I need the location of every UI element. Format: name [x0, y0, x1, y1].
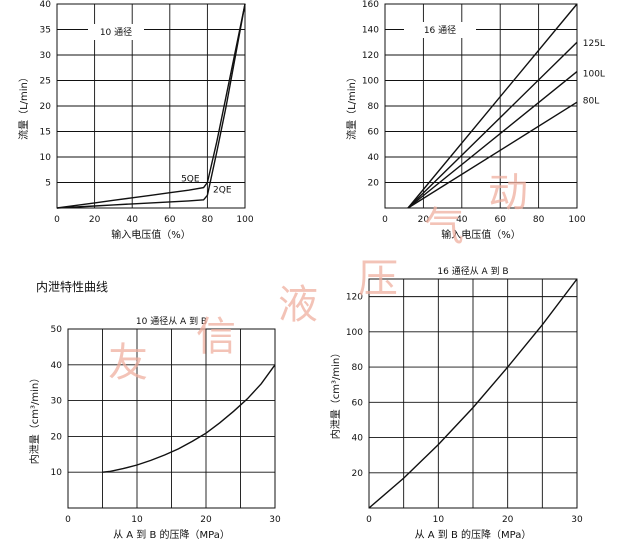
- y-tick-label: 40: [368, 153, 380, 163]
- y-axis-label: 流量（L/min）: [17, 72, 30, 140]
- box-label: 10 通径: [100, 26, 132, 38]
- y-axis-label: 流量（L/min）: [345, 72, 358, 140]
- y-tick-label: 80: [352, 363, 364, 373]
- y-axis-label: 内泄量（cm³/min）: [28, 373, 41, 464]
- y-tick-label: 10: [40, 153, 52, 163]
- y-tick-label: 100: [346, 328, 363, 338]
- x-tick-label: 0: [382, 215, 388, 225]
- x-tick-label: 20: [418, 215, 430, 225]
- y-tick-label: 140: [362, 26, 379, 36]
- y-tick-label: 40: [51, 361, 63, 371]
- x-tick-label: 80: [202, 215, 214, 225]
- box-label: 16 通径: [424, 24, 456, 36]
- section-title: 内泄特性曲线: [36, 280, 109, 294]
- y-tick-label: 30: [51, 397, 63, 407]
- series-line: [407, 101, 578, 209]
- x-tick-label: 30: [571, 515, 583, 525]
- x-axis-label: 从 A 到 B 的压降（MPa）: [415, 528, 532, 541]
- y-tick-label: 120: [362, 51, 379, 61]
- x-tick-label: 80: [533, 215, 545, 225]
- x-tick-label: 10: [433, 515, 445, 525]
- y-tick-label: 60: [352, 398, 364, 408]
- y-tick-label: 60: [368, 128, 380, 138]
- series-line: [407, 41, 578, 209]
- y-tick-label: 35: [40, 26, 51, 36]
- x-tick-label: 40: [126, 215, 138, 225]
- chart-title: 16 通径从 A 到 B: [437, 265, 508, 277]
- series-label: 5QE: [181, 174, 200, 184]
- y-tick-label: 25: [40, 77, 51, 87]
- series-line: [407, 3, 578, 209]
- y-tick-label: 20: [40, 102, 52, 112]
- chart-title: 10 通径从 A 到 B: [136, 315, 207, 327]
- y-tick-label: 20: [368, 179, 380, 189]
- y-tick-label: 20: [51, 432, 63, 442]
- y-axis-label: 内泄量（cm³/min）: [329, 348, 342, 439]
- y-tick-label: 50: [51, 325, 63, 335]
- x-tick-label: 60: [494, 215, 506, 225]
- y-tick-label: 20: [352, 469, 364, 479]
- x-tick-label: 20: [502, 515, 514, 525]
- series-label: 125L: [583, 39, 605, 49]
- series-line: [102, 364, 276, 473]
- x-tick-label: 40: [456, 215, 468, 225]
- x-tick-label: 10: [131, 515, 143, 525]
- y-tick-label: 160: [362, 0, 379, 10]
- x-axis-label: 输入电压值（%）: [441, 228, 521, 241]
- series-line: [368, 278, 578, 509]
- y-tick-label: 40: [352, 434, 364, 444]
- x-axis-label: 从 A 到 B 的压降（MPa）: [113, 528, 230, 541]
- box-label-bg: [404, 22, 476, 38]
- x-tick-label: 100: [568, 215, 585, 225]
- x-tick-label: 0: [65, 515, 71, 525]
- y-tick-label: 40: [40, 0, 52, 10]
- y-tick-label: 80: [368, 102, 380, 112]
- series-label: 80L: [583, 96, 599, 106]
- y-tick-label: 15: [40, 128, 51, 138]
- x-tick-label: 20: [89, 215, 101, 225]
- series-line: [56, 3, 246, 209]
- y-tick-label: 10: [51, 468, 63, 478]
- y-tick-label: 120: [346, 293, 363, 303]
- x-axis-label: 输入电压值（%）: [111, 228, 191, 241]
- series-line: [56, 3, 246, 209]
- y-tick-label: 100: [362, 77, 379, 87]
- series-label: 100L: [583, 70, 605, 80]
- x-tick-label: 100: [236, 215, 253, 225]
- x-tick-label: 0: [54, 215, 60, 225]
- series-label: 2QE: [213, 186, 232, 196]
- box-label-bg: [88, 24, 144, 40]
- x-tick-label: 20: [200, 515, 212, 525]
- y-tick-label: 30: [40, 51, 52, 61]
- x-tick-label: 0: [366, 515, 372, 525]
- x-tick-label: 30: [269, 515, 281, 525]
- series-line: [407, 71, 578, 209]
- y-tick-label: 5: [45, 179, 51, 189]
- x-tick-label: 60: [164, 215, 176, 225]
